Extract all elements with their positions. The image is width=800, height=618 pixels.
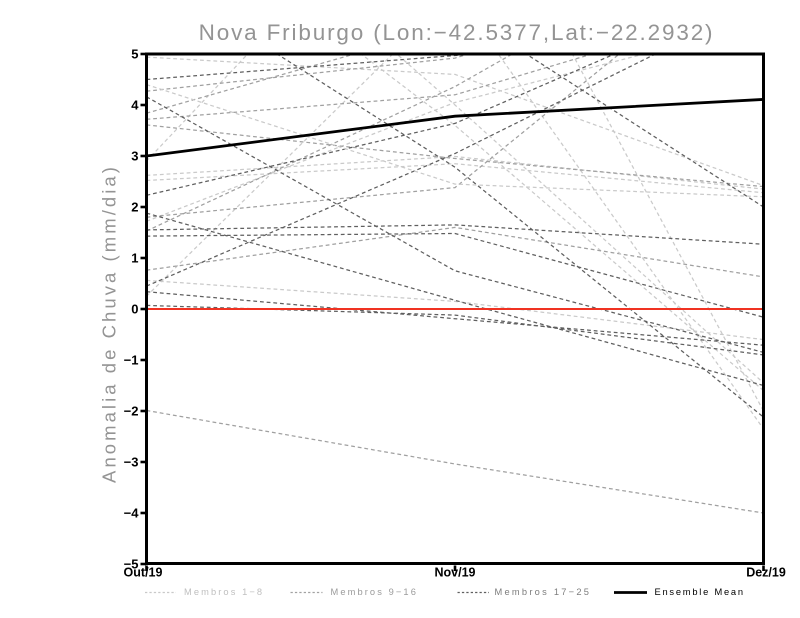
svg-text:−2: −2 <box>124 404 139 419</box>
svg-text:5: 5 <box>131 47 138 62</box>
svg-text:Nov/19: Nov/19 <box>435 566 476 580</box>
svg-text:3: 3 <box>131 149 138 164</box>
svg-text:2: 2 <box>131 200 138 215</box>
svg-text:Dez/19: Dez/19 <box>746 566 786 580</box>
svg-text:Anomalia de Chuva (mm/dia): Anomalia de Chuva (mm/dia) <box>99 164 120 483</box>
svg-text:1: 1 <box>131 251 138 266</box>
svg-text:Membros 17−25: Membros 17−25 <box>495 587 592 597</box>
svg-text:Out/19: Out/19 <box>124 566 163 580</box>
svg-text:−3: −3 <box>124 455 139 470</box>
svg-text:4: 4 <box>131 98 139 113</box>
svg-text:Membros 9−16: Membros 9−16 <box>331 587 418 597</box>
svg-text:Ensemble Mean: Ensemble Mean <box>655 587 745 597</box>
svg-text:−5: −5 <box>124 557 139 572</box>
svg-text:−1: −1 <box>124 353 139 368</box>
svg-text:Nova Friburgo (Lon:−42.5377,La: Nova Friburgo (Lon:−42.5377,Lat:−22.2932… <box>199 20 715 45</box>
svg-text:−4: −4 <box>124 506 140 521</box>
svg-text:0: 0 <box>131 302 138 317</box>
svg-text:Membros 1−8: Membros 1−8 <box>184 587 264 597</box>
